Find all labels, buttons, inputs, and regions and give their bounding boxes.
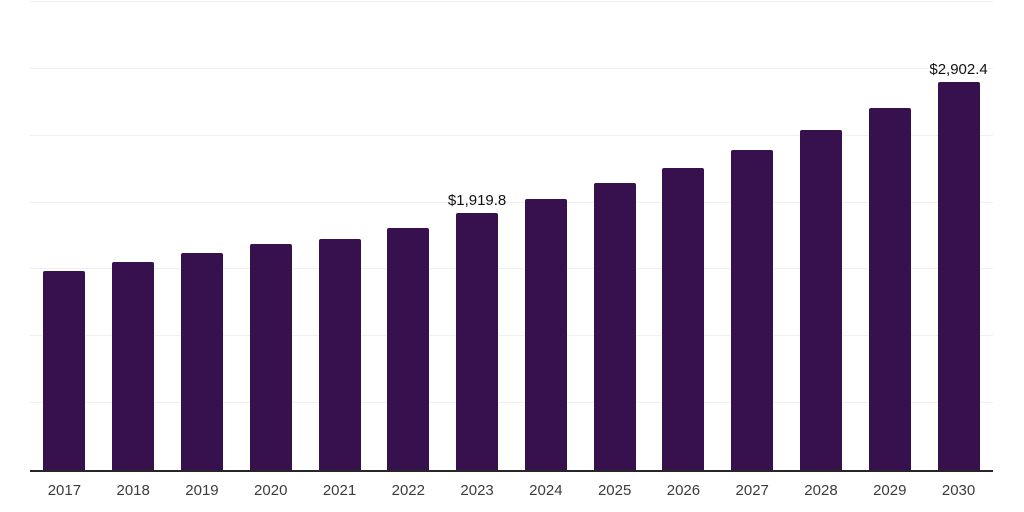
x-axis-label-2021: 2021 [322, 482, 357, 499]
gridline-500 [30, 402, 993, 404]
bar-slot-2020 [236, 2, 305, 470]
x-axis-label-2023: 2023 [460, 482, 494, 499]
plot-area: $1,919.8 $2,902.4 [30, 1, 993, 472]
gridline-3500 [30, 1, 993, 2]
bar-slot-2029 [855, 2, 924, 470]
x-axis-label-2030: 2030 [941, 482, 976, 499]
bar-2020[interactable] [249, 244, 292, 470]
x-axis-label-2018: 2018 [116, 482, 150, 499]
bar-slot-2021 [305, 2, 374, 470]
x-axis-label-2025: 2025 [597, 482, 632, 499]
bar-2027[interactable] [731, 149, 774, 470]
bar-2029[interactable] [868, 108, 911, 470]
bars-layer: $1,919.8 $2,902.4 [30, 2, 993, 470]
bar-2021[interactable] [318, 238, 361, 470]
bar-2022[interactable] [387, 227, 430, 470]
gridline-1000 [30, 335, 993, 337]
gridline-2000 [30, 201, 993, 203]
bar-2030[interactable]: $2,902.4 [929, 62, 988, 470]
x-axis-label-2022: 2022 [391, 482, 425, 499]
bar-value-label-2030: $2,902.4 [929, 60, 988, 78]
bar-2018[interactable] [112, 262, 155, 470]
x-axis: 2017 2018 2019 2020 2021 2022 2023 2024 2025 2026… [30, 482, 993, 499]
bar-2024[interactable] [524, 199, 567, 470]
bar-slot-2023: $1,919.8 [443, 2, 512, 470]
bar-slot-2025 [580, 2, 649, 470]
x-axis-label-2028: 2028 [804, 482, 838, 499]
bar-slot-2026 [649, 2, 718, 470]
bar-slot-2028 [787, 2, 856, 470]
x-axis-label-2026: 2026 [666, 482, 701, 499]
bar-slot-2024 [511, 2, 580, 470]
gridline-2500 [30, 134, 993, 136]
gridline-1500 [30, 268, 993, 270]
bar-2017[interactable] [43, 270, 86, 470]
bar-2025[interactable] [593, 183, 636, 470]
bar-value-label-2023: $1,919.8 [447, 192, 507, 210]
bar-slot-2019 [168, 2, 237, 470]
x-axis-label-2019: 2019 [185, 482, 219, 499]
bar-slot-2027 [718, 2, 787, 470]
bar-2028[interactable] [799, 129, 842, 470]
x-axis-label-2029: 2029 [873, 482, 907, 499]
gridline-3000 [30, 67, 993, 69]
bar-slot-2022 [374, 2, 443, 470]
x-axis-label-2027: 2027 [735, 482, 769, 499]
bar-slot-2018 [99, 2, 168, 470]
bar-2019[interactable] [180, 252, 223, 470]
bar-2023[interactable]: $1,919.8 [448, 193, 506, 470]
bar-2026[interactable] [662, 167, 705, 470]
x-axis-label-2017: 2017 [47, 482, 82, 499]
bar-slot-2017 [30, 2, 99, 470]
x-axis-label-2020: 2020 [254, 482, 288, 499]
x-axis-label-2024: 2024 [529, 482, 563, 499]
bar-slot-2030: $2,902.4 [924, 2, 993, 470]
